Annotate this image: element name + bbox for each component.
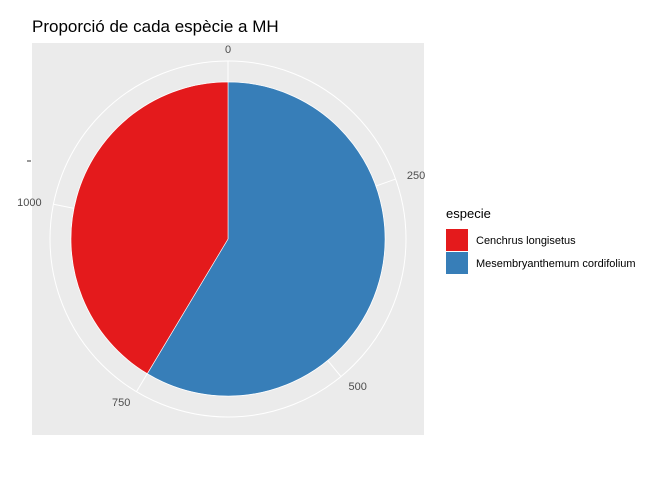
chart-title: Proporció de cada espècie a MH — [32, 17, 279, 36]
legend-key-mesembryanthemum — [446, 252, 468, 274]
pie-slice-cenchrus — [70, 81, 229, 375]
angle-tick-labels: 0 250 500 750 1000 — [17, 44, 425, 409]
pie-slice-mesembryanthemum — [146, 81, 386, 397]
legend-label-mesembryanthemum: Mesembryanthemum cordifolium — [476, 258, 636, 270]
legend-key-cenchrus — [446, 229, 468, 251]
tick-label-0: 0 — [225, 44, 231, 56]
tick-label-750: 750 — [112, 397, 130, 409]
legend-title: especie — [446, 206, 491, 221]
pie-slices — [70, 81, 386, 397]
tick-label-500: 500 — [349, 381, 367, 393]
legend-label-cenchrus: Cenchrus longisetus — [476, 235, 576, 247]
tick-label-1000: 1000 — [17, 197, 41, 209]
legend: especie Cenchrus longisetus Mesembryanth… — [446, 206, 636, 274]
tick-label-250: 250 — [407, 170, 425, 182]
